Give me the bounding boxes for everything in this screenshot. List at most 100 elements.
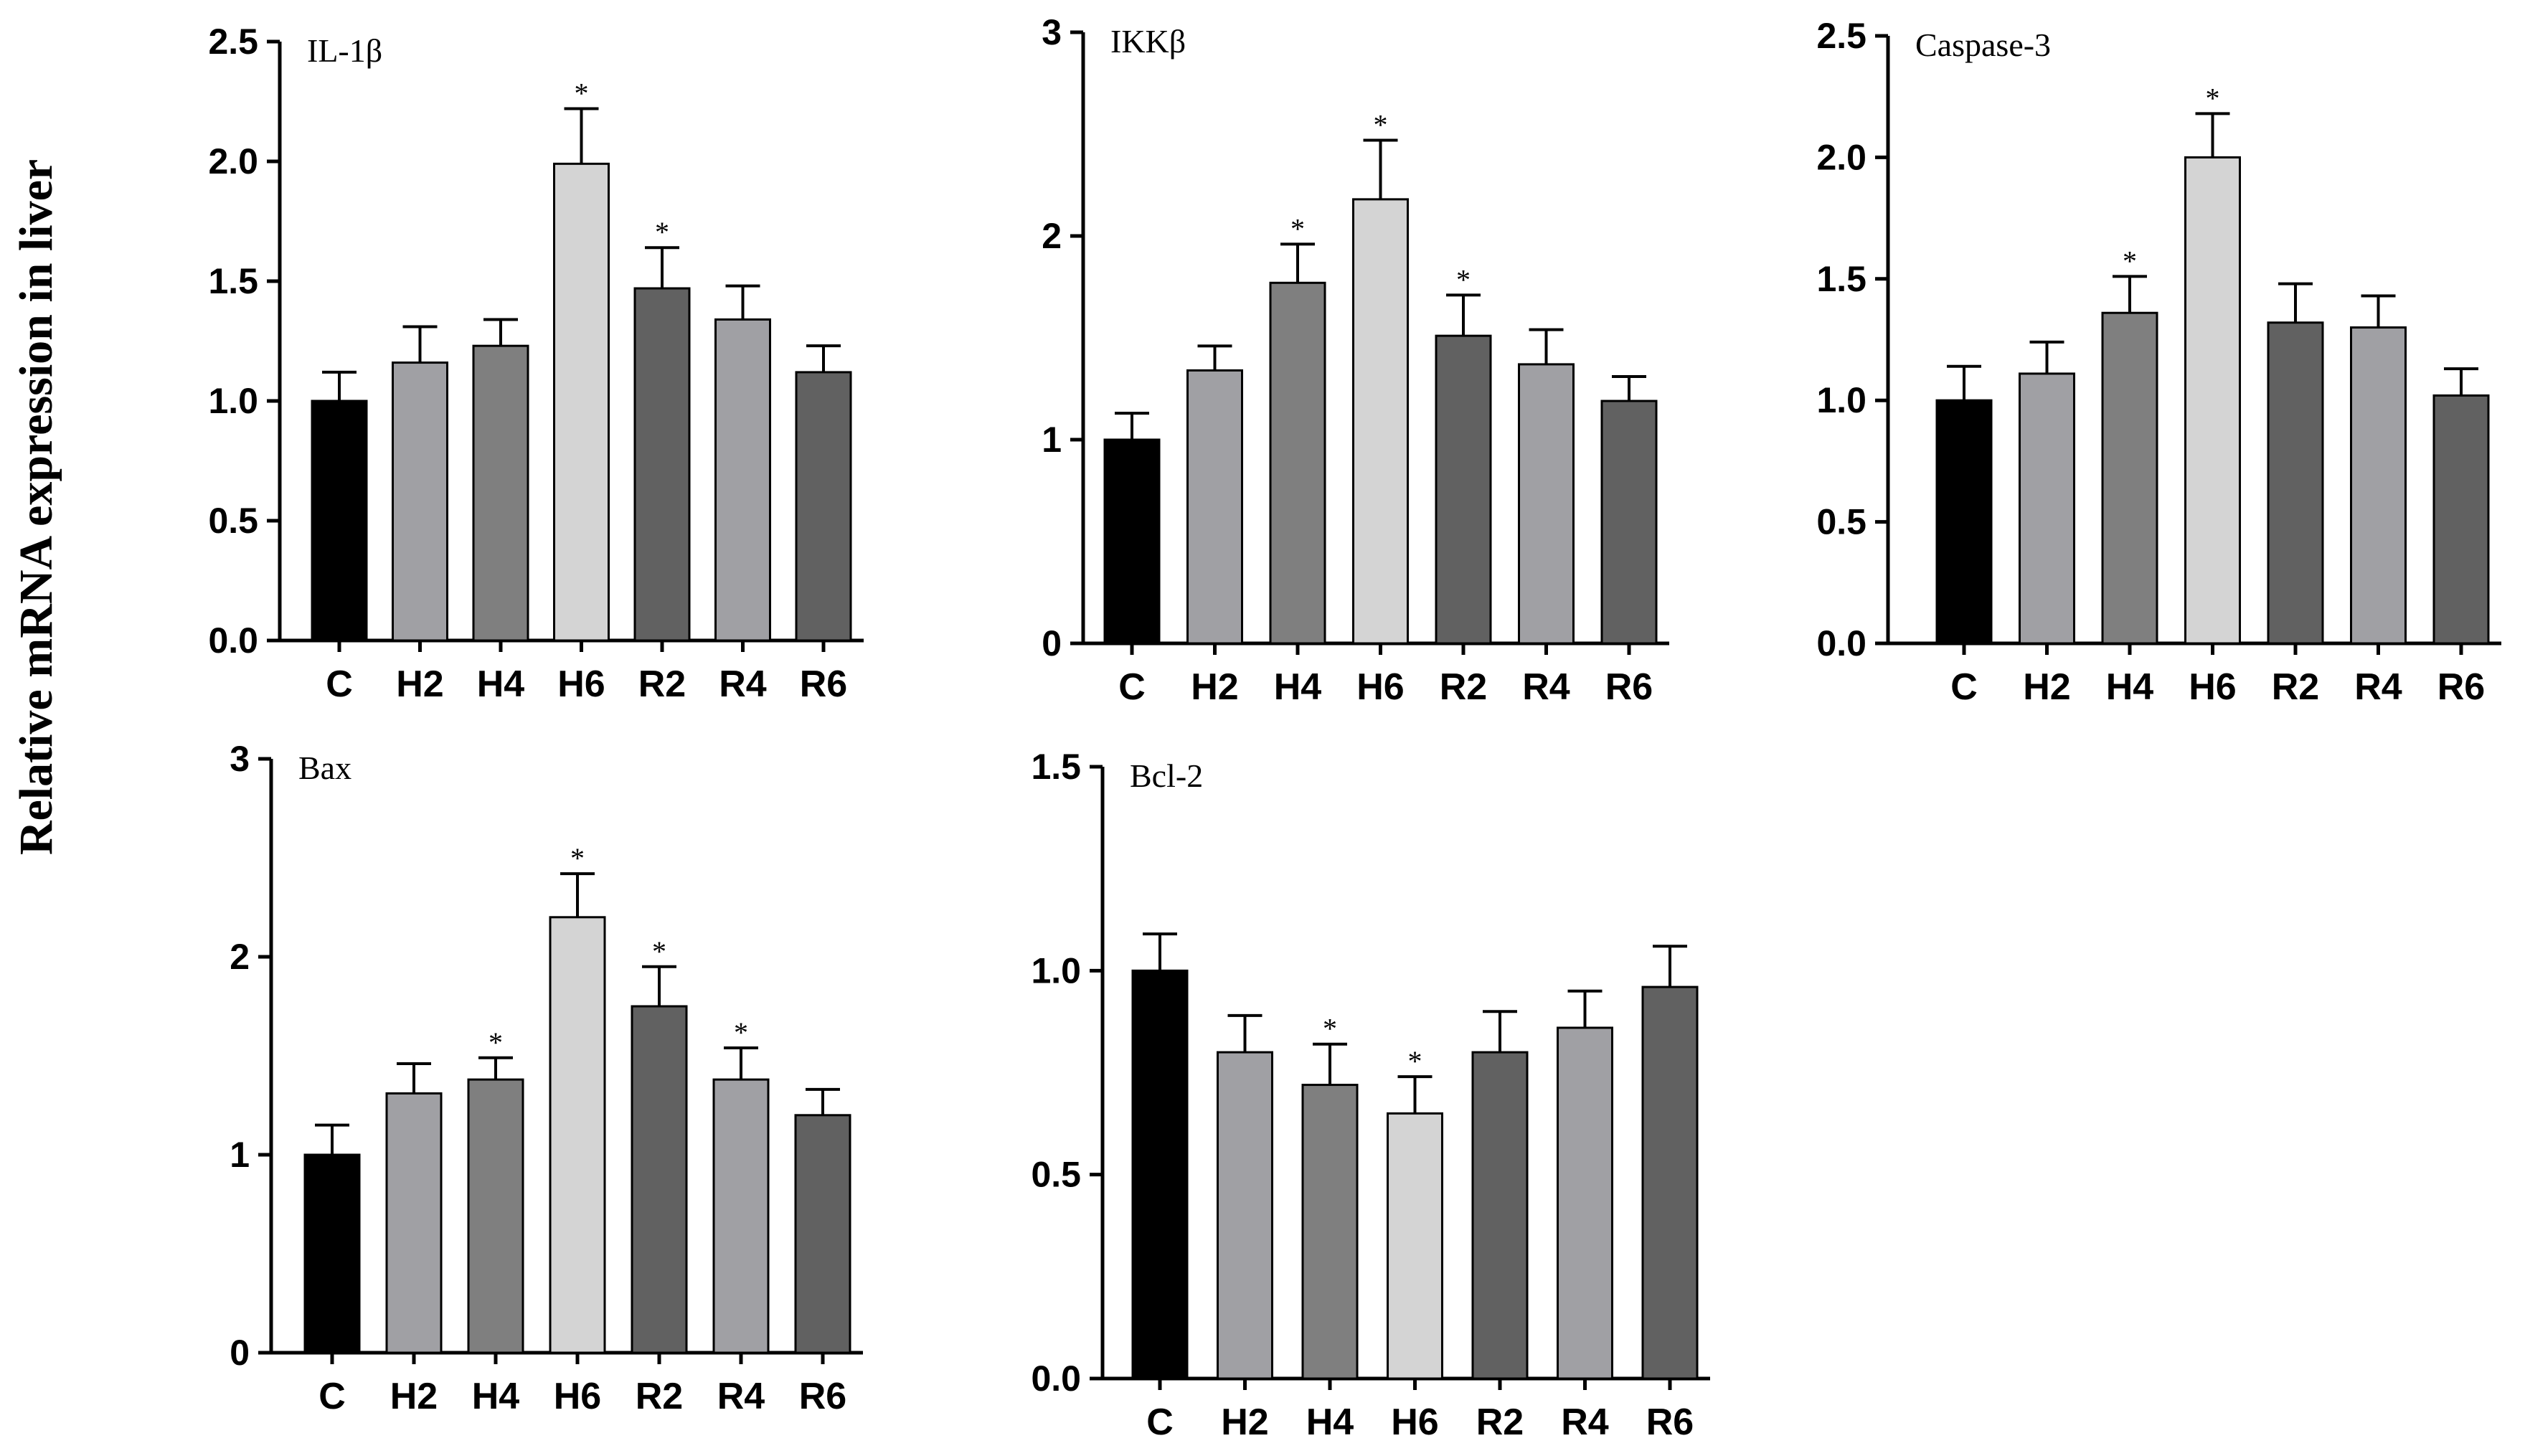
y-tick-label: 1	[1042, 420, 1062, 460]
y-tick-label: 0.5	[208, 501, 258, 541]
x-tick-label: R2	[1476, 1401, 1524, 1443]
panels: IL-1β 0.0 0.5 1.0 1.5 2.0 2.5 C H2 H4 H6 * R2 * R4 R6 IK…	[208, 12, 2501, 1443]
y-tick-label: 1.0	[1816, 380, 1866, 420]
x-tick-label: C	[318, 1376, 346, 1417]
bar-r4	[714, 318, 771, 642]
x-tick-label: H6	[557, 663, 605, 705]
y-tick-label: 2	[230, 937, 250, 977]
bar-h4	[467, 1078, 524, 1354]
bar-h2	[2019, 372, 2075, 645]
bar-r6	[795, 371, 852, 642]
x-tick-label: C	[1146, 1401, 1174, 1443]
panel-title: IL-1β	[307, 32, 382, 69]
y-tick-label: 2.0	[1816, 137, 1866, 177]
bar-r2	[2267, 321, 2324, 645]
significance-marker: *	[1323, 1013, 1337, 1045]
x-tick-label: R6	[800, 663, 847, 705]
chart-panel: Bax 0 1 2 3 C H2 H4 * H6 * R2 * R4 * R6	[230, 739, 863, 1417]
bar-h4	[1269, 281, 1326, 645]
x-tick-label: H4	[2106, 666, 2154, 708]
x-tick-label: H6	[1356, 666, 1404, 708]
y-tick-label: 3	[1042, 12, 1062, 52]
bar-r6	[794, 1114, 851, 1354]
y-tick-label: 0.0	[208, 620, 258, 661]
y-tick-label: 0.0	[1816, 623, 1866, 663]
y-tick-label: 2.0	[208, 141, 258, 181]
x-tick-label: R2	[2272, 666, 2319, 708]
x-tick-label: H2	[390, 1376, 438, 1417]
bar-h6	[1352, 198, 1409, 645]
significance-marker: *	[652, 935, 666, 968]
bar-c	[1131, 969, 1189, 1380]
significance-marker: *	[2206, 82, 2220, 114]
bar-r2	[633, 287, 691, 642]
bar-r2	[1471, 1051, 1529, 1380]
y-tick-label: 1.5	[1816, 259, 1866, 299]
bar-r6	[2432, 394, 2490, 645]
chart-panel: IL-1β 0.0 0.5 1.0 1.5 2.0 2.5 C H2 H4 H6 * R2 * R4 R6	[208, 22, 864, 705]
significance-marker: *	[1408, 1045, 1422, 1077]
bar-r4	[1557, 1026, 1613, 1380]
panel-title: Caspase-3	[1915, 27, 2051, 63]
bar-c	[1103, 438, 1161, 645]
significance-marker: *	[489, 1026, 503, 1059]
x-tick-label: H2	[1191, 666, 1238, 708]
y-tick-label: 2.5	[1816, 16, 1866, 56]
x-tick-label: R4	[717, 1376, 765, 1417]
bar-r6	[1641, 985, 1699, 1380]
x-tick-label: H6	[2189, 666, 2236, 708]
bar-r2	[631, 1005, 688, 1354]
x-tick-label: R2	[636, 1376, 683, 1417]
bar-h6	[1387, 1112, 1443, 1380]
x-tick-label: R4	[1522, 666, 1570, 708]
y-tick-label: 0.0	[1031, 1358, 1081, 1399]
x-tick-label: R2	[1440, 666, 1487, 708]
bar-c	[1935, 399, 1993, 645]
x-tick-label: R4	[719, 663, 767, 705]
x-tick-label: R6	[1646, 1401, 1694, 1443]
panel-title: IKKβ	[1110, 23, 1186, 60]
x-tick-label: R4	[2354, 666, 2402, 708]
x-tick-label: H2	[1221, 1401, 1268, 1443]
panel-title: Bcl-2	[1130, 757, 1203, 794]
chart-panel: Bcl-2 0.0 0.5 1.0 1.5 C H2 H4 * H6 * R2 R4 R6	[1031, 747, 1710, 1443]
bar-h2	[385, 1092, 443, 1354]
chart-panel: Caspase-3 0.0 0.5 1.0 1.5 2.0 2.5 C H2 H4 * H6 * R2 R4…	[1816, 16, 2501, 708]
y-tick-label: 1.0	[208, 381, 258, 421]
x-tick-label: H4	[472, 1376, 520, 1417]
x-tick-label: H4	[1274, 666, 1322, 708]
bar-h6	[2184, 156, 2241, 645]
x-tick-label: C	[1950, 666, 1978, 708]
bar-h4	[1301, 1084, 1359, 1380]
x-tick-label: R2	[638, 663, 686, 705]
y-tick-label: 2	[1042, 216, 1062, 256]
bar-h4	[472, 344, 529, 642]
x-tick-label: R6	[1605, 666, 1653, 708]
bar-h6	[553, 162, 610, 642]
bar-h2	[1217, 1051, 1273, 1380]
y-tick-label: 0	[1042, 623, 1062, 663]
x-tick-label: H4	[477, 663, 525, 705]
bar-h2	[1186, 369, 1243, 645]
x-tick-label: H6	[1391, 1401, 1438, 1443]
y-tick-label: 0.5	[1816, 502, 1866, 542]
shared-y-axis-label: Relative mRNA expression in liver	[10, 159, 62, 855]
y-tick-label: 2.5	[208, 22, 258, 62]
bar-h4	[2101, 311, 2158, 645]
significance-marker: *	[1456, 263, 1471, 296]
bar-r4	[1518, 363, 1575, 645]
x-tick-label: C	[1118, 666, 1146, 708]
y-tick-label: 0	[230, 1333, 250, 1373]
x-tick-label: H2	[396, 663, 443, 705]
y-tick-label: 1.0	[1031, 950, 1081, 991]
bar-r4	[712, 1078, 770, 1354]
significance-marker: *	[1290, 212, 1305, 245]
y-tick-label: 1	[230, 1135, 250, 1175]
significance-marker: *	[2123, 245, 2137, 277]
significance-marker: *	[734, 1016, 748, 1049]
bar-r2	[1435, 334, 1492, 645]
bar-h6	[549, 916, 606, 1354]
bar-c	[311, 400, 368, 642]
panel-title: Bax	[298, 750, 351, 786]
